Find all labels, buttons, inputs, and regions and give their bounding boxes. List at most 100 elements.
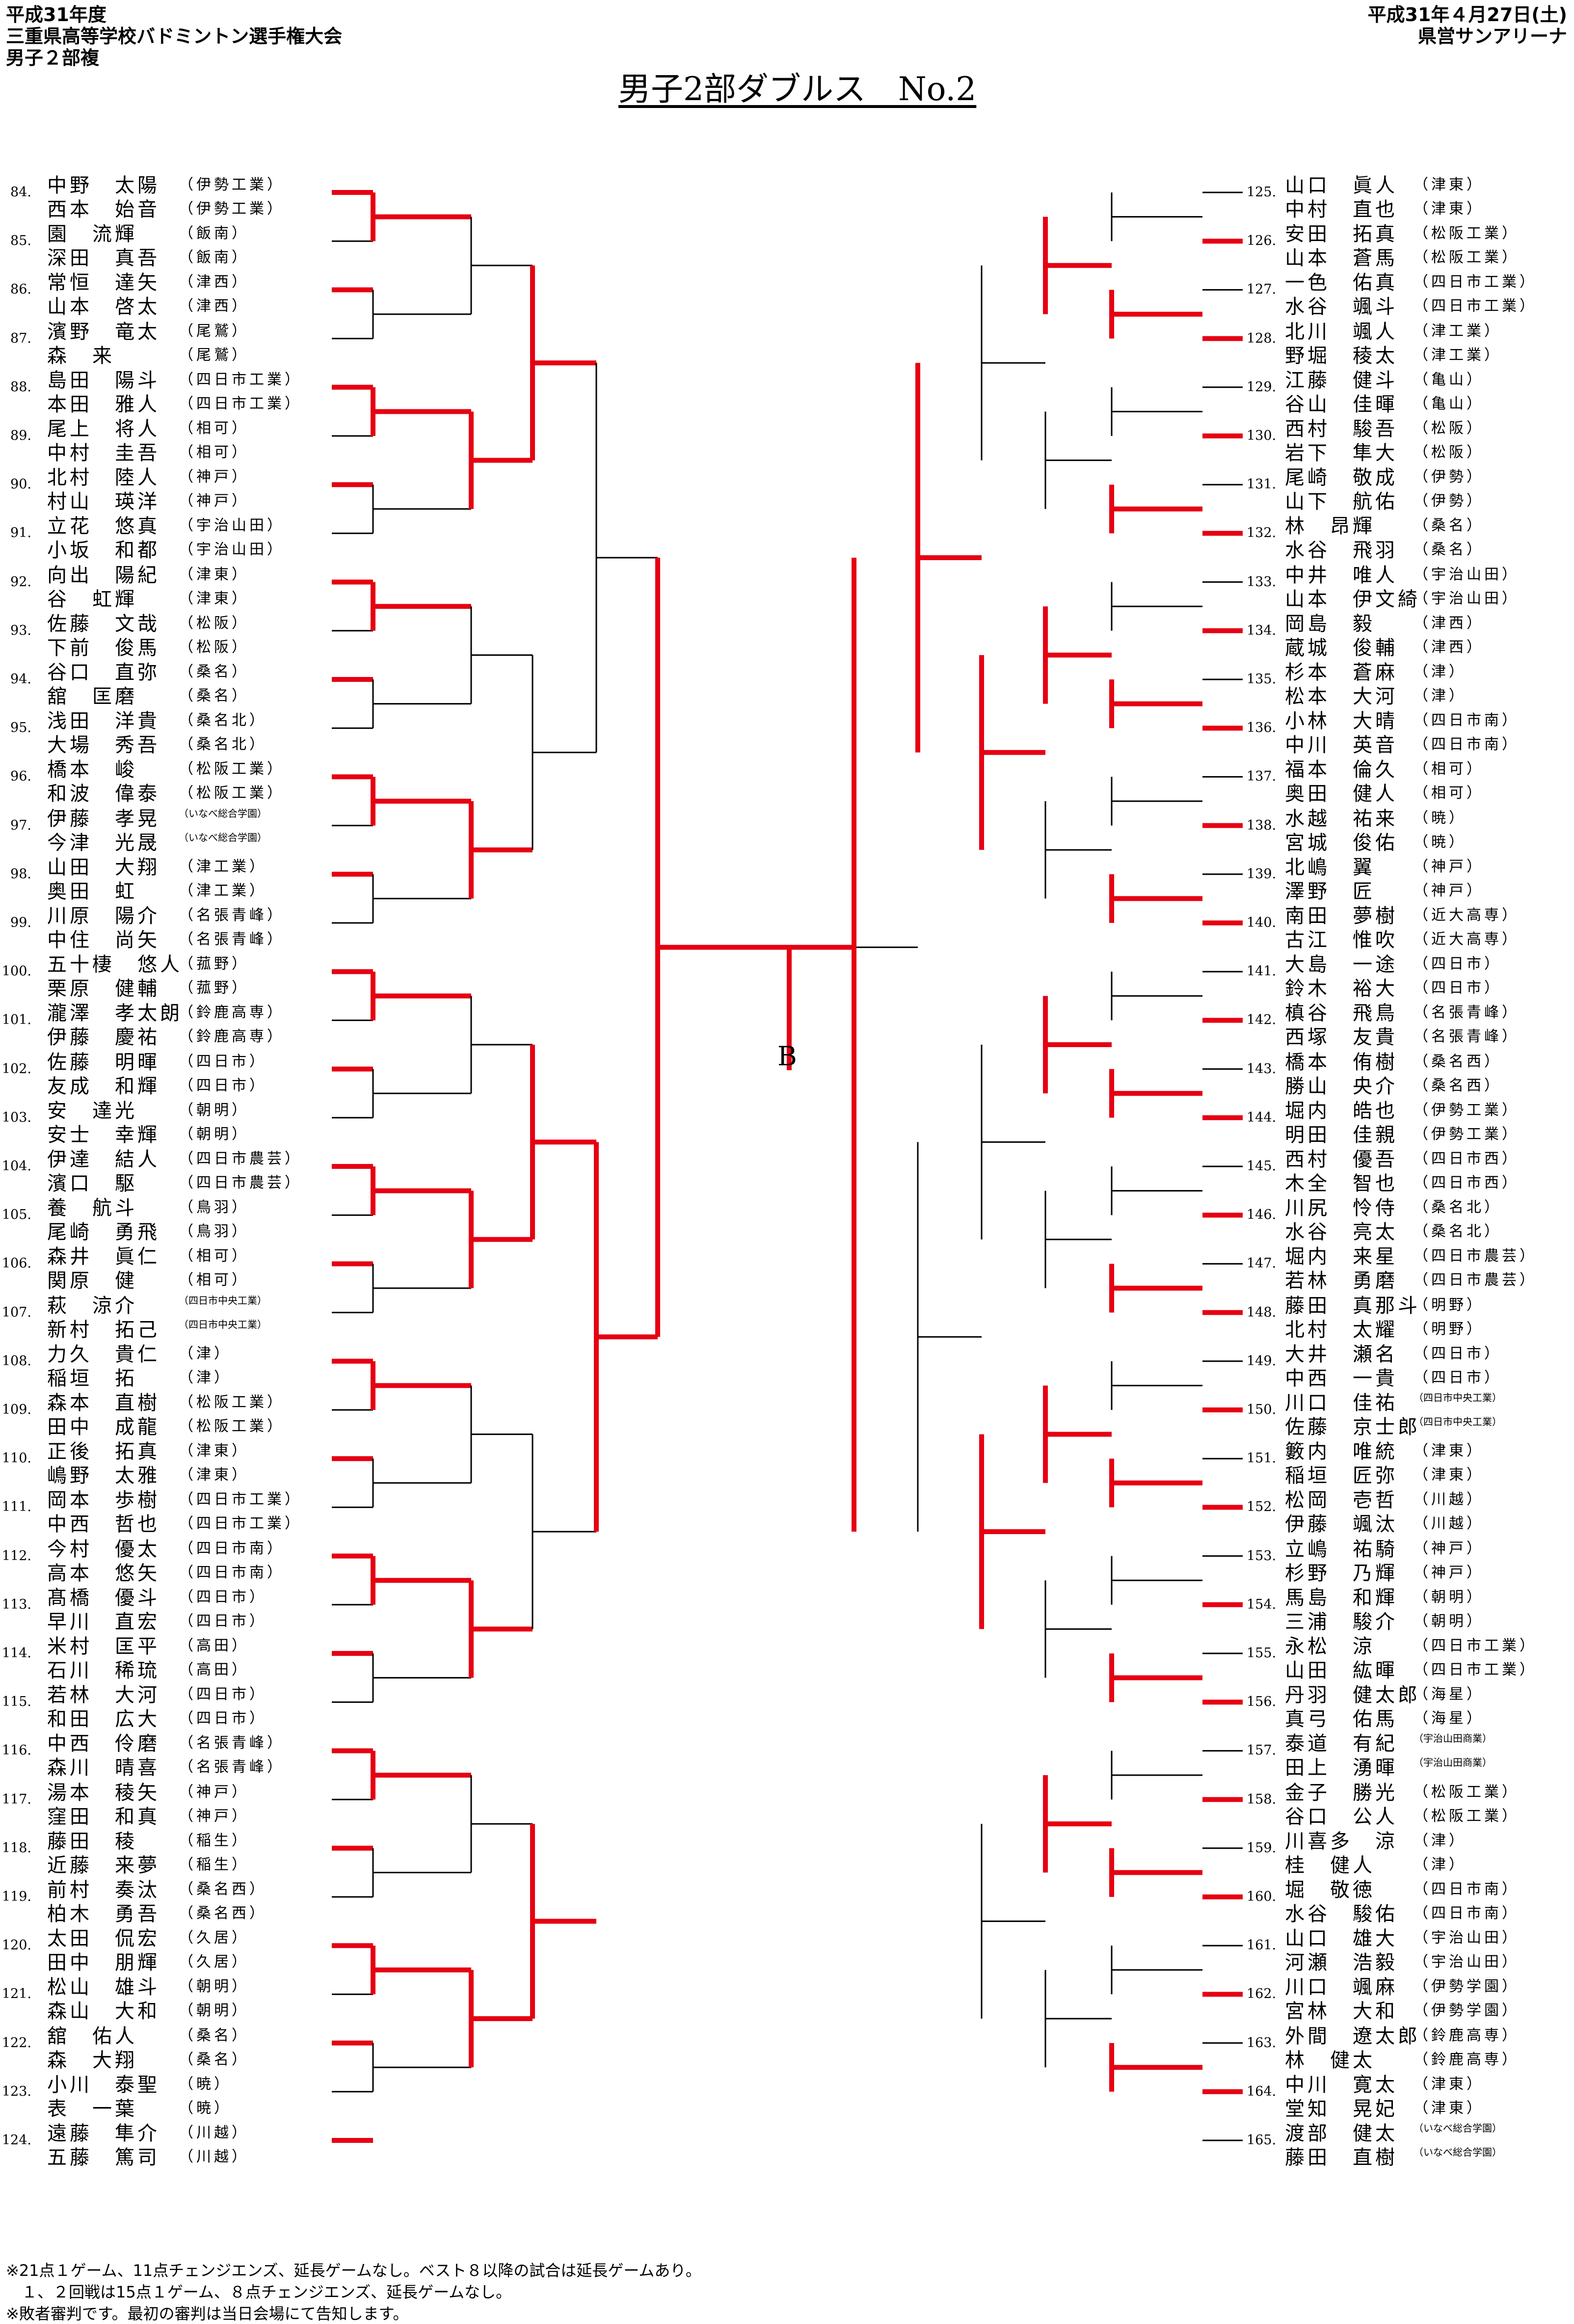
player-name: 藤田 稜 (47, 1830, 137, 1853)
player-name: 永松 涼 (1285, 1635, 1375, 1658)
player-name: 南田 夢樹 (1285, 905, 1398, 927)
player-name: 瀧澤 孝太朗 (47, 1002, 183, 1025)
entry-number: 162. (1247, 1986, 1277, 2002)
school-name: （桑名北） (1414, 1199, 1502, 1216)
school-name: （四日市） (1414, 955, 1502, 973)
player-name: 岡島 毅 (1285, 612, 1375, 635)
entry-number: 130. (1247, 428, 1277, 443)
player-name: 濱野 竜太 (47, 320, 160, 343)
entry-number: 150. (1247, 1402, 1277, 1417)
entry-number: 134. (1247, 622, 1277, 638)
player-name: 野堀 稜太 (1285, 344, 1398, 367)
player-name: 養 航斗 (47, 1197, 137, 1220)
school-name: （近大高専） (1414, 931, 1520, 948)
entry-number: 114. (1, 1646, 31, 1661)
school-name: （久居） (179, 1929, 249, 1947)
player-name: 森 来 (47, 344, 115, 367)
school-name: （神戸） (179, 468, 249, 486)
entry-number: 102. (1, 1061, 31, 1077)
school-name: （津東） (179, 590, 249, 607)
player-name: 浅田 洋貴 (47, 710, 160, 733)
school-name: （神戸） (179, 1807, 249, 1825)
school-name: （神戸） (1414, 882, 1484, 899)
school-name: （津） (1414, 1856, 1467, 1873)
entry-number: 86. (10, 282, 31, 297)
player-name: 西塚 友貴 (1285, 1026, 1398, 1049)
school-name: （四日市） (179, 1588, 267, 1606)
entry-number: 122. (1, 2035, 31, 2051)
school-name: （暁） (179, 2099, 232, 2117)
school-name: （神戸） (1414, 1540, 1484, 1557)
entry-number: 92. (10, 574, 31, 590)
school-name: （宇治山田） (1414, 590, 1520, 607)
school-name: （松阪） (179, 638, 249, 656)
player-name: 勝山 央介 (1285, 1075, 1398, 1098)
school-name: （四日市） (1414, 979, 1502, 997)
entry-number: 111. (1, 1499, 31, 1515)
player-name: 河瀬 浩毅 (1285, 1951, 1398, 1974)
player-name: 和波 偉泰 (47, 783, 160, 806)
player-name: 川口 颯麻 (1285, 1976, 1398, 1999)
entry-number: 152. (1247, 1499, 1277, 1515)
school-name: （川越） (1414, 1491, 1484, 1509)
school-name: （津工業） (1414, 346, 1502, 364)
year-label: 平成31年度 (6, 4, 107, 26)
player-name: 尾崎 敬成 (1285, 466, 1398, 489)
entry-number: 138. (1247, 817, 1277, 833)
venue-label: 県営サンアリーナ (1417, 26, 1567, 47)
player-name: 川原 陽介 (47, 905, 160, 927)
school-name: （名張青峰） (179, 1734, 285, 1752)
school-name: （高田） (179, 1661, 249, 1678)
school-name: （四日市工業） (179, 1515, 302, 1533)
school-name: （松阪工業） (1414, 1807, 1520, 1825)
player-name: 中野 太陽 (47, 174, 160, 197)
school-name: （松阪工業） (179, 1418, 285, 1435)
school-name: （いなべ総合学園） (1414, 2122, 1502, 2134)
school-name: （津西） (179, 273, 249, 291)
school-name: （高田） (179, 1637, 249, 1654)
player-name: 中西 哲也 (47, 1513, 160, 1536)
school-name: （桑名西） (179, 1905, 267, 1922)
school-name: （津西） (1414, 638, 1484, 656)
school-name: （亀山） (1414, 395, 1484, 412)
entry-number: 124. (1, 2133, 31, 2148)
player-name: 伊藤 颯汰 (1285, 1513, 1398, 1536)
school-name: （尾鷲） (179, 322, 249, 340)
school-name: （朝明） (179, 1978, 249, 1996)
entry-number: 141. (1247, 964, 1277, 979)
school-name: （暁） (1414, 833, 1467, 851)
school-name: （伊勢） (1414, 468, 1484, 486)
school-name: （名張青峰） (1414, 1004, 1520, 1022)
player-name: 山本 伊文綺 (1285, 588, 1420, 611)
school-name: （朝明） (1414, 1612, 1484, 1630)
entry-number: 156. (1247, 1694, 1277, 1710)
school-name: （いなべ総合学園） (179, 831, 267, 843)
player-name: 岡本 歩樹 (47, 1489, 160, 1512)
school-name: （伊勢工業） (179, 176, 285, 193)
school-name: （菰野） (179, 979, 249, 997)
entry-number: 119. (1, 1889, 31, 1904)
player-name: 舘 佑人 (47, 2025, 137, 2048)
player-name: 中村 圭吾 (47, 442, 160, 464)
player-name: 蔵城 俊輔 (1285, 636, 1398, 659)
entry-number: 121. (1, 1986, 31, 2002)
school-name: （神戸） (1414, 1564, 1484, 1581)
player-name: 真弓 佑馬 (1285, 1708, 1398, 1731)
school-name: （名張青峰） (179, 1758, 285, 1776)
player-name: 伊達 結人 (47, 1148, 160, 1171)
note-2: １、２回戦は15点１ゲーム、８点チェンジエンズ、延長ゲームなし。 (6, 2283, 512, 2301)
school-name: （四日市） (179, 1077, 267, 1094)
player-name: 石川 稀琉 (47, 1659, 160, 1682)
school-name: （四日市工業） (179, 1491, 302, 1509)
school-name: （名張青峰） (1414, 1028, 1520, 1046)
school-name: （稲生） (179, 1856, 249, 1873)
entry-number: 96. (10, 769, 31, 784)
entry-number: 159. (1247, 1840, 1277, 1856)
school-name: （鈴鹿高専） (1414, 2027, 1520, 2044)
entry-number: 110. (1, 1451, 31, 1466)
school-name: （神戸） (179, 1783, 249, 1801)
school-name: （四日市西） (1414, 1150, 1520, 1167)
school-name: （川越） (179, 2148, 249, 2165)
school-name: （四日市南） (1414, 1905, 1520, 1922)
player-name: 佐藤 京士郎 (1285, 1416, 1420, 1438)
